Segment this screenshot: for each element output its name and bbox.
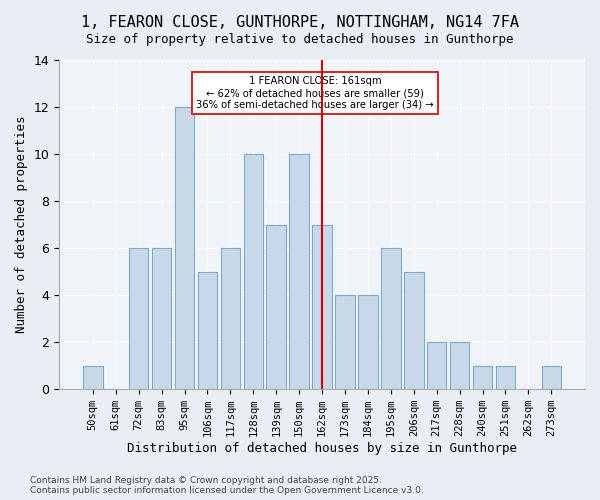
Bar bbox=[83, 366, 103, 389]
Bar bbox=[427, 342, 446, 389]
Bar bbox=[496, 366, 515, 389]
Bar bbox=[335, 295, 355, 389]
Bar bbox=[289, 154, 309, 389]
Bar bbox=[197, 272, 217, 389]
Bar bbox=[152, 248, 172, 389]
Bar bbox=[381, 248, 401, 389]
Bar bbox=[221, 248, 240, 389]
Bar bbox=[473, 366, 493, 389]
Text: 1, FEARON CLOSE, GUNTHORPE, NOTTINGHAM, NG14 7FA: 1, FEARON CLOSE, GUNTHORPE, NOTTINGHAM, … bbox=[81, 15, 519, 30]
X-axis label: Distribution of detached houses by size in Gunthorpe: Distribution of detached houses by size … bbox=[127, 442, 517, 455]
Bar bbox=[313, 224, 332, 389]
Bar bbox=[404, 272, 424, 389]
Bar bbox=[450, 342, 469, 389]
Text: Size of property relative to detached houses in Gunthorpe: Size of property relative to detached ho… bbox=[86, 32, 514, 46]
Text: 1 FEARON CLOSE: 161sqm
← 62% of detached houses are smaller (59)
36% of semi-det: 1 FEARON CLOSE: 161sqm ← 62% of detached… bbox=[196, 76, 434, 110]
Bar bbox=[129, 248, 148, 389]
Bar bbox=[244, 154, 263, 389]
Y-axis label: Number of detached properties: Number of detached properties bbox=[15, 116, 28, 334]
Bar bbox=[542, 366, 561, 389]
Text: Contains HM Land Registry data © Crown copyright and database right 2025.
Contai: Contains HM Land Registry data © Crown c… bbox=[30, 476, 424, 495]
Bar bbox=[266, 224, 286, 389]
Bar bbox=[358, 295, 377, 389]
Bar bbox=[175, 107, 194, 389]
